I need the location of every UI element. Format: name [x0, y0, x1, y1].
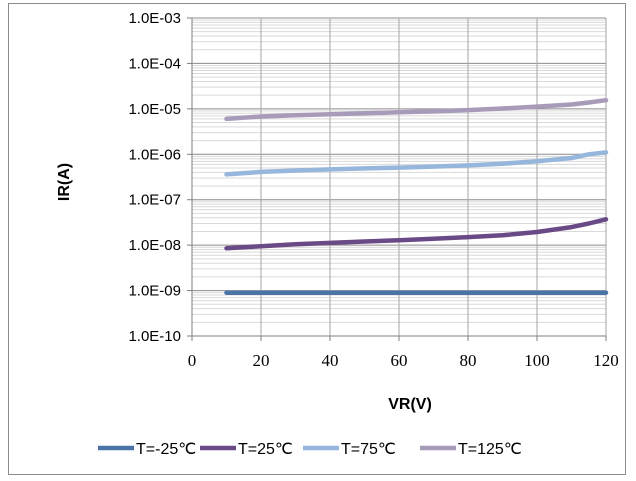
tick-labels: 1.0E-10 1.0E-09 1.0E-08 1.0E-07 1.0E-06 1.0E-…	[128, 10, 618, 370]
series-group	[224, 97, 609, 295]
x-tick-label: 60	[391, 351, 408, 370]
y-tick-label: 1.0E-03	[128, 10, 181, 27]
y-tick-label: 1.0E-08	[128, 237, 181, 254]
y-tick-label: 1.0E-04	[128, 55, 181, 72]
x-tick-label: 20	[253, 351, 270, 370]
legend-label-2: T=75℃	[341, 441, 396, 458]
series-line-2	[224, 150, 609, 177]
x-axis-title: VR(V)	[388, 396, 432, 413]
legend: T=-25℃ T=25℃ T=75℃ T=125℃	[98, 441, 522, 458]
y-tick-label: 1.0E-07	[128, 192, 181, 209]
x-tick-label: 100	[524, 351, 550, 370]
y-tick-label: 1.0E-09	[128, 283, 181, 300]
legend-label-0: T=-25℃	[136, 441, 196, 458]
axes	[187, 17, 607, 341]
x-tick-label: 120	[593, 351, 619, 370]
y-tick-label: 1.0E-10	[128, 328, 181, 345]
x-tick-label: 0	[188, 351, 197, 370]
series-line-1	[224, 217, 609, 251]
y-axis-title: IR(A)	[56, 163, 73, 201]
x-tick-label: 40	[322, 351, 339, 370]
y-tick-label: 1.0E-05	[128, 101, 181, 118]
x-tick-label: 80	[460, 351, 477, 370]
grid	[191, 17, 607, 337]
legend-label-1: T=25℃	[238, 441, 293, 458]
y-tick-label: 1.0E-06	[128, 146, 181, 163]
series-line-3	[224, 97, 609, 122]
legend-label-3: T=125℃	[458, 441, 522, 458]
